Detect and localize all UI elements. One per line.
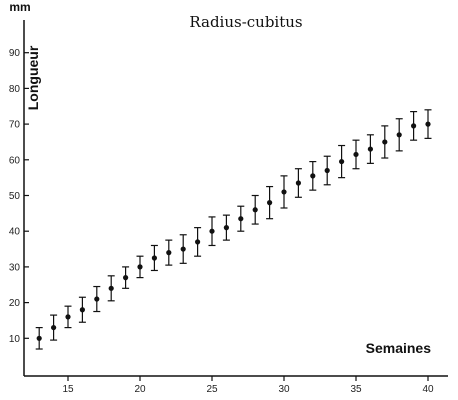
point-marker bbox=[339, 158, 345, 165]
data-point bbox=[194, 227, 202, 257]
point-marker bbox=[324, 167, 330, 174]
x-axis-label: Semaines bbox=[366, 340, 432, 356]
y-tick-label: 40 bbox=[9, 227, 21, 238]
data-point bbox=[338, 144, 346, 179]
y-tick-label: 20 bbox=[9, 298, 21, 309]
y-tick-label: 80 bbox=[9, 84, 21, 95]
point-marker bbox=[396, 132, 402, 138]
data-point bbox=[179, 234, 187, 264]
point-marker bbox=[108, 285, 114, 291]
y-tick-label: 70 bbox=[9, 120, 21, 131]
point-marker bbox=[36, 335, 42, 341]
x-tick-label: 20 bbox=[134, 384, 146, 395]
point-marker bbox=[353, 151, 359, 158]
y-tick-label: 90 bbox=[9, 48, 21, 59]
data-point bbox=[50, 314, 58, 341]
y-axis-unit: mm bbox=[9, 0, 30, 14]
x-tick-label: 30 bbox=[278, 384, 290, 395]
point-marker bbox=[310, 173, 316, 179]
data-point bbox=[352, 139, 360, 170]
point-marker bbox=[166, 250, 172, 256]
data-point bbox=[251, 194, 259, 225]
y-ticks: 10 20 30 40 50 60 70 80 90 bbox=[9, 48, 29, 345]
data-point bbox=[366, 134, 374, 164]
y-axis-label: Longueur bbox=[25, 45, 41, 110]
y-tick-label: 30 bbox=[9, 262, 21, 273]
data-point bbox=[122, 266, 130, 289]
data-point bbox=[323, 155, 331, 186]
point-marker bbox=[137, 264, 143, 270]
data-point bbox=[165, 239, 173, 266]
data-point bbox=[381, 125, 389, 159]
point-marker bbox=[65, 314, 71, 320]
point-marker bbox=[252, 207, 258, 213]
data-point bbox=[64, 305, 72, 329]
point-marker bbox=[267, 200, 273, 206]
data-point bbox=[35, 326, 43, 350]
y-tick-label: 10 bbox=[9, 334, 21, 345]
x-ticks: 15 20 25 30 35 40 bbox=[62, 376, 434, 395]
point-marker bbox=[281, 189, 287, 195]
data-point bbox=[395, 118, 403, 152]
data-point bbox=[150, 244, 158, 272]
point-marker bbox=[94, 296, 100, 302]
point-marker bbox=[195, 239, 201, 245]
data-point bbox=[222, 214, 230, 241]
data-point bbox=[78, 296, 86, 323]
data-point bbox=[107, 275, 115, 302]
data-point bbox=[424, 109, 432, 139]
point-marker bbox=[51, 324, 57, 331]
data-point bbox=[280, 175, 288, 209]
x-tick-label: 25 bbox=[206, 384, 218, 395]
x-tick-label: 15 bbox=[62, 384, 74, 395]
data-points bbox=[35, 109, 432, 350]
point-marker bbox=[209, 228, 215, 234]
y-tick-label: 60 bbox=[9, 155, 21, 166]
data-point bbox=[410, 111, 418, 141]
point-marker bbox=[180, 246, 186, 252]
data-point bbox=[208, 216, 216, 247]
point-marker bbox=[223, 225, 229, 231]
point-marker bbox=[411, 123, 417, 129]
data-point bbox=[93, 285, 101, 313]
chart-title: Radius-cubitus bbox=[189, 13, 302, 31]
y-tick-label: 50 bbox=[9, 191, 21, 202]
data-point bbox=[309, 160, 317, 191]
data-point bbox=[294, 168, 302, 198]
point-marker bbox=[367, 146, 373, 152]
point-marker bbox=[79, 307, 85, 313]
data-point bbox=[266, 185, 274, 220]
point-marker bbox=[295, 180, 301, 186]
point-marker bbox=[151, 255, 157, 261]
data-point bbox=[136, 255, 144, 279]
x-tick-label: 40 bbox=[422, 384, 434, 395]
point-marker bbox=[123, 275, 129, 281]
data-point bbox=[237, 205, 245, 232]
point-marker bbox=[382, 139, 388, 145]
point-marker bbox=[238, 216, 244, 222]
x-tick-label: 35 bbox=[350, 384, 362, 395]
point-marker bbox=[425, 121, 431, 127]
